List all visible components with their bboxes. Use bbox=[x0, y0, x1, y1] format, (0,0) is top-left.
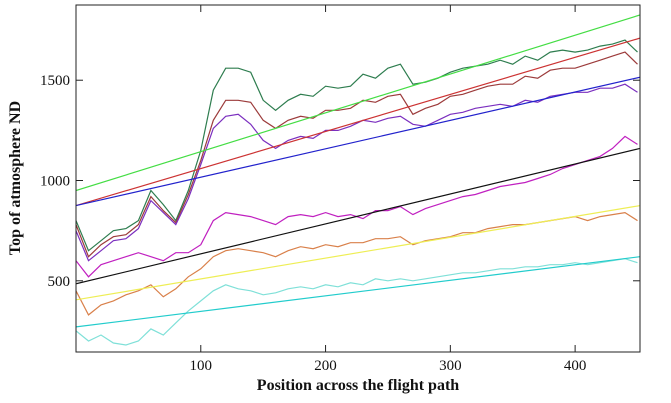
y-tick-label: 500 bbox=[48, 274, 71, 290]
series-line bbox=[76, 51, 638, 258]
series-line bbox=[76, 258, 638, 346]
series-line bbox=[76, 37, 640, 207]
x-axis-title: Position across the flight path bbox=[257, 377, 459, 394]
plot-frame bbox=[75, 4, 641, 353]
y-tick-label: 1500 bbox=[40, 73, 70, 89]
y-tick-label: 1000 bbox=[40, 174, 70, 190]
series-line bbox=[76, 256, 640, 328]
series-line bbox=[76, 76, 640, 207]
x-tick-label: 300 bbox=[439, 358, 462, 374]
series-line bbox=[76, 205, 640, 301]
series-line bbox=[76, 39, 638, 252]
x-tick-label: 200 bbox=[314, 358, 337, 374]
series-line bbox=[76, 147, 640, 285]
y-axis-title: Top of atmosphere ND bbox=[7, 101, 24, 255]
x-tick-label: 400 bbox=[564, 358, 587, 374]
series-line bbox=[76, 14, 640, 192]
x-tick-label: 100 bbox=[190, 358, 213, 374]
